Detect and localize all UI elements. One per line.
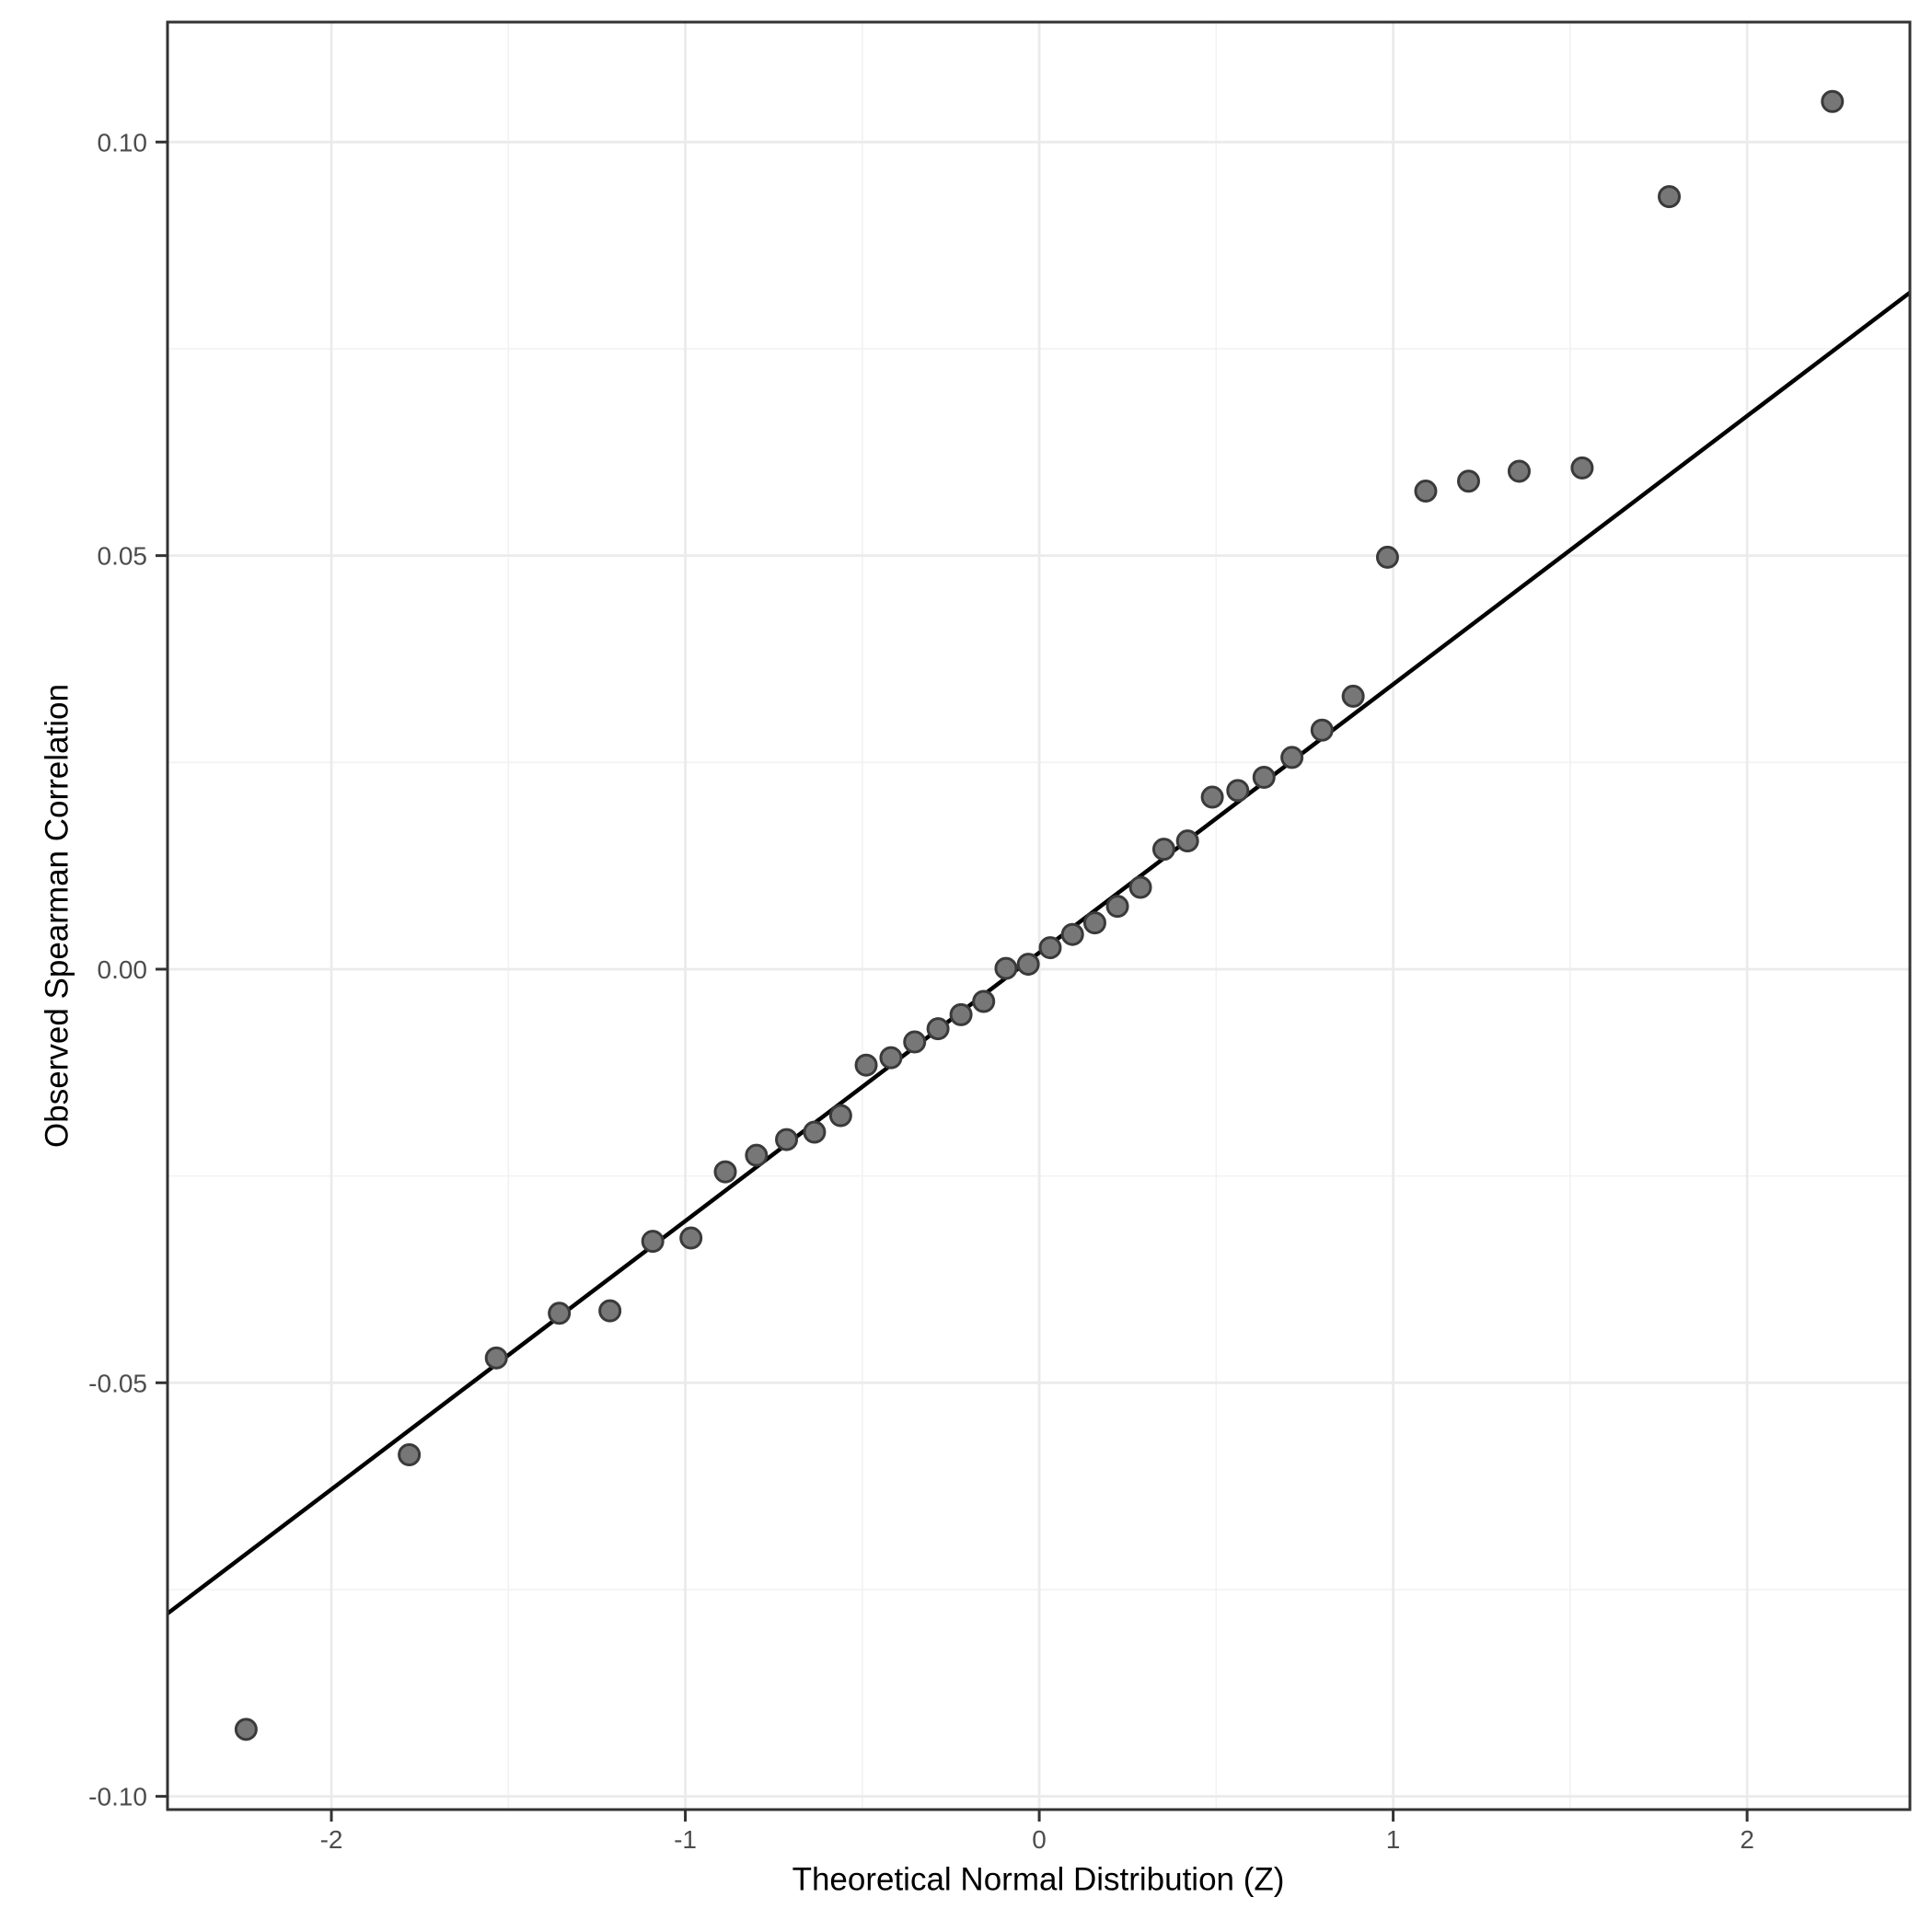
data-point — [1226, 779, 1250, 803]
data-point — [1060, 922, 1084, 946]
data-point — [803, 1120, 827, 1144]
data-point — [903, 1030, 927, 1054]
data-point — [1082, 911, 1106, 935]
y-axis-title: Observed Spearman Correlation — [39, 684, 75, 1148]
x-axis-title: Theoretical Normal Distribution (Z) — [792, 1861, 1285, 1898]
x-tick-label: 1 — [1386, 1825, 1401, 1854]
y-tick-label: -0.10 — [88, 1783, 147, 1811]
data-point — [1038, 936, 1062, 960]
data-point — [1128, 875, 1152, 899]
data-point — [1280, 746, 1304, 769]
data-point — [745, 1143, 769, 1167]
data-point — [641, 1230, 665, 1254]
y-tick-label: 0.00 — [98, 955, 148, 984]
data-point — [994, 956, 1018, 980]
data-point — [1175, 829, 1199, 853]
data-point — [879, 1046, 903, 1070]
data-point — [775, 1128, 799, 1151]
data-point — [949, 1002, 973, 1026]
data-point — [1375, 545, 1399, 569]
data-point — [1016, 953, 1040, 977]
data-point — [679, 1226, 703, 1250]
data-point — [1105, 895, 1129, 919]
x-tick-label: 2 — [1740, 1825, 1754, 1854]
x-tick-label: 0 — [1032, 1825, 1047, 1854]
data-point — [972, 989, 996, 1013]
data-point — [1310, 718, 1334, 742]
data-point — [1658, 185, 1682, 209]
data-point — [854, 1053, 878, 1077]
x-tick-label: -1 — [674, 1825, 697, 1854]
data-point — [398, 1442, 422, 1466]
reference-line — [166, 291, 1912, 1615]
data-point — [1414, 480, 1438, 503]
data-point — [1341, 684, 1365, 708]
data-point — [598, 1299, 622, 1323]
data-point — [713, 1160, 737, 1184]
y-tick-label: 0.05 — [98, 542, 148, 571]
data-point — [1821, 89, 1845, 113]
y-tick-label: -0.05 — [88, 1369, 147, 1397]
data-point — [926, 1017, 950, 1041]
data-point — [1507, 459, 1531, 483]
data-point — [1252, 765, 1276, 789]
y-tick-label: 0.10 — [98, 128, 148, 156]
data-point — [1570, 456, 1594, 480]
data-point — [548, 1301, 572, 1325]
data-point — [1457, 469, 1481, 493]
data-point — [1200, 785, 1224, 809]
data-point — [484, 1346, 508, 1370]
data-point — [828, 1104, 852, 1128]
data-point — [234, 1718, 258, 1741]
x-tick-label: -2 — [320, 1825, 343, 1854]
data-point — [1151, 838, 1175, 862]
